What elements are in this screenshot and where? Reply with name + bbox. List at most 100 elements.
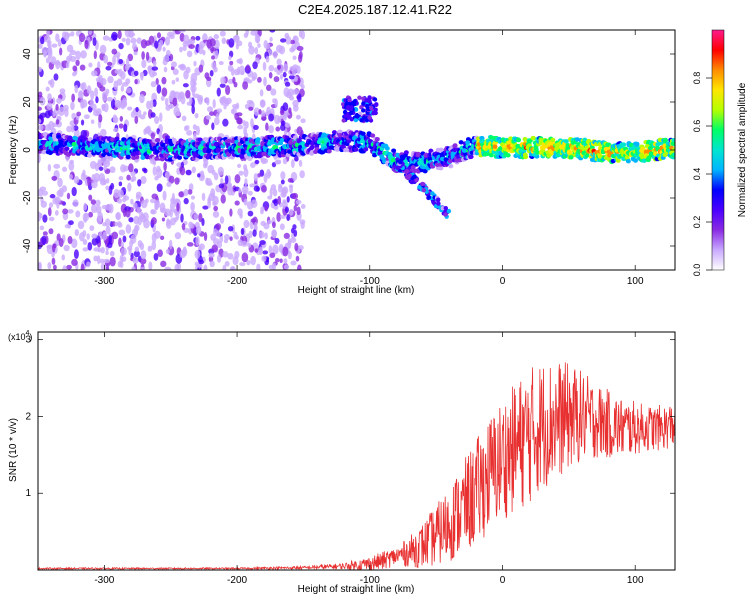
spectrogram-cell (230, 67, 235, 77)
spectrogram-cell (98, 114, 103, 123)
spectrogram-cell (54, 209, 59, 216)
spectrogram-cell (672, 147, 675, 152)
spectrogram-cell (132, 43, 138, 50)
spectrogram-cell (245, 121, 249, 129)
spectrogram-cell (194, 249, 201, 259)
spectrogram-cell (201, 218, 205, 226)
spectrogram-cell (261, 184, 267, 193)
spectrogram-cell (128, 217, 134, 223)
spectrogram-cell (41, 190, 49, 196)
spectrogram-cell (348, 110, 354, 116)
spectrogram-cell (265, 122, 269, 131)
spectrogram-cell (268, 125, 274, 134)
spectrogram-cell (461, 148, 467, 153)
spectrogram-cell (443, 206, 448, 211)
spectrogram-cell (421, 187, 426, 193)
spectrogram-cell (207, 115, 212, 120)
colorbar-ticks: 0.0 0.2 0.4 0.6 0.8 (692, 72, 712, 276)
spectrogram-cell (152, 99, 157, 107)
spectrogram-x-ticks: -300 -200 -100 0 100 (94, 30, 644, 287)
spectrogram-cell (179, 30, 186, 33)
spectrogram-cell (134, 79, 138, 85)
spectrogram-cell (134, 224, 140, 232)
spectrogram-cell (300, 84, 305, 90)
spectrogram-cell (164, 36, 171, 46)
spectrogram-cell (422, 168, 428, 174)
spectrogram-cell (403, 150, 409, 155)
spectrogram-cell (278, 45, 286, 55)
spectrogram-cell (177, 94, 182, 103)
spectrogram-cell (492, 144, 498, 149)
spectrogram-cell (114, 221, 118, 227)
spectrogram-cell (58, 238, 64, 247)
y-tick-label: 40 (22, 48, 33, 60)
spectrogram-cell (186, 242, 194, 247)
spectrogram-cell (264, 232, 268, 240)
spectrogram-cell (326, 149, 332, 154)
spectrogram-cell (53, 73, 59, 81)
spectrogram-cell (285, 152, 291, 158)
spectrogram-cell (267, 219, 272, 224)
spectrogram-cell (86, 233, 90, 240)
spectrogram-cell (188, 183, 194, 191)
spectrogram-cell (86, 85, 92, 95)
spectrogram-cell (95, 205, 102, 214)
spectrogram-cell (66, 264, 72, 270)
spectrogram-cell (126, 87, 132, 94)
spectrogram-cell (165, 171, 170, 178)
spectrogram-cell (213, 117, 220, 126)
spectrogram-cell (88, 194, 93, 201)
spectrogram-cell (228, 38, 235, 48)
spectrogram-cell (203, 158, 209, 167)
spectrogram-cell (430, 191, 435, 196)
spectrogram-cell (215, 223, 222, 231)
spectrogram-cell (299, 170, 305, 179)
spectrogram-cell (93, 255, 99, 262)
spectrogram-cell (186, 152, 192, 157)
spectrogram-cell (288, 107, 292, 114)
spectrogram-cell (252, 61, 258, 70)
spectrogram-cell (159, 157, 165, 162)
spectrogram-cell (281, 120, 286, 126)
spectrogram-cell (41, 46, 48, 56)
colorbar-gradient (711, 29, 725, 271)
spectrogram-cell (292, 64, 299, 70)
spectrogram-cell (633, 158, 639, 163)
spectrogram-cell (125, 57, 130, 67)
spectrogram-cell (169, 208, 173, 218)
spectrogram-cell (141, 51, 145, 60)
spectrogram-cell (97, 247, 102, 253)
spectrogram-cell (234, 174, 241, 184)
spectrogram-cell (197, 173, 201, 178)
spectrogram-cell (78, 32, 86, 43)
spectrogram-cell (43, 35, 51, 43)
spectrogram-cell (232, 35, 240, 41)
spectrogram-cell (90, 119, 95, 124)
spectrogram-cell (171, 192, 175, 203)
colorbar-label: Normalized spectral amplitude (737, 82, 748, 217)
spectrogram-cell (282, 158, 288, 165)
spectrogram-cell (45, 57, 51, 64)
spectrogram-cell (232, 256, 239, 266)
spectrogram-cell (105, 266, 110, 270)
spectrogram-cell (237, 239, 243, 247)
spectrogram-cell (438, 165, 444, 171)
spectrogram-cell (446, 208, 452, 214)
spectrogram-cell (118, 123, 124, 129)
spectrogram-cell (70, 31, 75, 37)
spectrogram-cell (229, 60, 234, 66)
spectrogram-cell (232, 76, 236, 85)
spectrogram-cell (42, 231, 48, 236)
spectrogram-cell (615, 158, 621, 163)
spectrogram-cell (542, 144, 548, 149)
spectrogram-cell (367, 95, 372, 100)
spectrogram-cell (40, 196, 44, 204)
spectrogram-cell (566, 149, 572, 154)
spectrogram-cell (238, 65, 245, 76)
spectrogram-cell (198, 259, 204, 265)
spectrogram-cell (268, 245, 273, 254)
snr-y-label: SNR (10 * v/v) (8, 418, 19, 482)
spectrogram-cell (45, 86, 50, 92)
spectrogram-cell (80, 99, 85, 109)
spectrogram-cell (133, 51, 138, 56)
